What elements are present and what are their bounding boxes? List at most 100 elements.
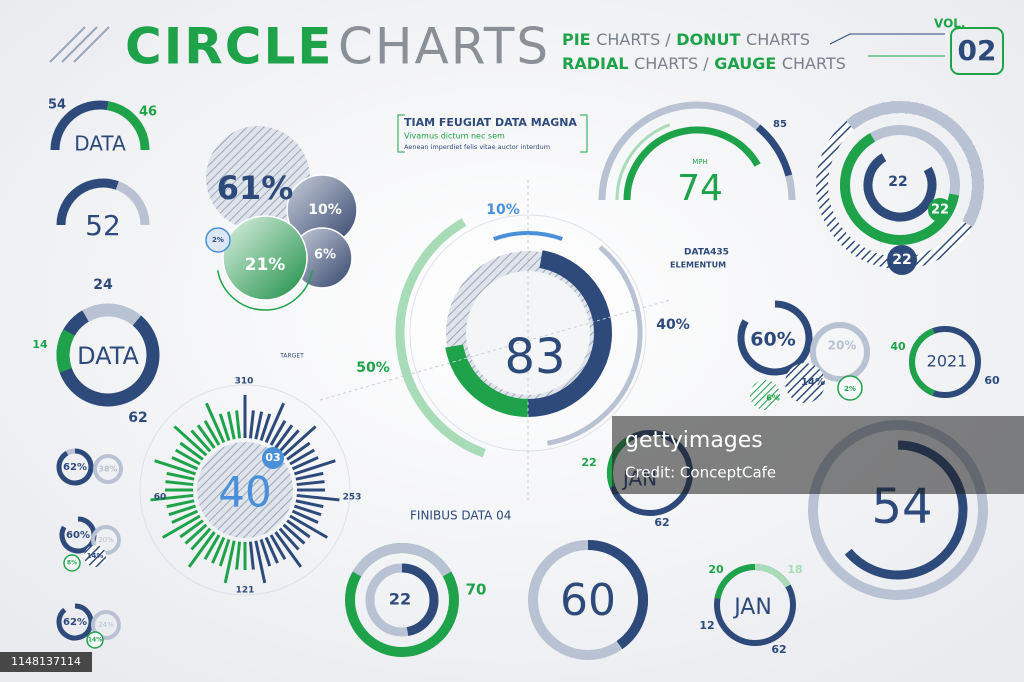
arc	[395, 218, 486, 458]
radial-spoke	[187, 531, 216, 568]
radial-spoke	[274, 531, 303, 568]
widget-label: 2%	[844, 385, 856, 393]
widget-label: 62	[771, 643, 786, 656]
disc	[262, 447, 284, 469]
arc	[737, 300, 813, 376]
radial-spoke	[295, 499, 324, 509]
widget-label: 74	[677, 168, 723, 209]
radial-spoke	[196, 424, 216, 449]
labels: 54 46 DATA 52 24 14 DATA 62 62% 38% 60% 20% 14% 8% 62%…	[32, 98, 1000, 657]
watermark: gettyimages Credit: ConceptCafe 11481371…	[0, 416, 1024, 672]
arc	[106, 101, 150, 151]
radial-spoke	[204, 402, 226, 444]
radial-spoke	[282, 425, 317, 457]
widget-label: 14%	[801, 377, 825, 388]
radial-spoke	[254, 411, 264, 440]
title-bold: CIRCLE	[125, 18, 334, 76]
radial-spoke	[289, 514, 329, 539]
widget-label: 10%	[308, 202, 342, 218]
widget-label: 60%	[66, 530, 90, 541]
arc	[56, 448, 94, 486]
arc	[714, 564, 756, 600]
widget-label: 22	[389, 590, 411, 609]
radial-spoke	[166, 499, 195, 509]
disc	[63, 554, 81, 572]
subtitle-part: CHARTS /	[596, 30, 671, 49]
watermark-credit: Credit: ConceptCafe	[625, 464, 776, 482]
header: CIRCLE CHARTS PIE CHARTS / DONUT CHARTS …	[49, 17, 1004, 76]
widget-label: TARGET	[279, 353, 304, 360]
callout-frame	[580, 114, 588, 153]
radial-spoke	[203, 534, 221, 561]
widget-label: Aenean imperdiet felis vitae auctor inte…	[404, 143, 550, 151]
radial-spoke	[190, 527, 212, 551]
radial-spoke	[286, 441, 311, 461]
widget-label: JAN	[732, 595, 772, 620]
subtitle-part: GAUGE	[714, 54, 776, 73]
arc	[587, 540, 648, 650]
widget-label: 22	[888, 174, 907, 190]
radial-spoke	[293, 504, 322, 517]
ring	[91, 610, 121, 640]
radial-spoke	[278, 429, 300, 453]
widget-label: 62	[654, 516, 669, 529]
radial-spoke	[174, 448, 201, 466]
radial-spoke	[291, 456, 319, 471]
arc	[846, 101, 984, 227]
radial-spoke	[248, 410, 255, 439]
radial-spoke	[218, 538, 231, 567]
radial-spoke	[286, 519, 311, 539]
arc	[56, 603, 94, 641]
radial-spoke	[293, 459, 336, 476]
ring	[93, 454, 123, 484]
widget-label: 2%	[212, 236, 224, 244]
widget-label: 85	[773, 119, 787, 130]
widget-label: 38%	[98, 465, 117, 474]
widget-label: Vivamus dictum nec sem	[404, 132, 505, 141]
widget-label: 2021	[927, 352, 968, 371]
widget-label: FINIBUS DATA 04	[410, 509, 511, 523]
widget-label: 40	[890, 340, 906, 353]
widget-label: 10%	[486, 202, 520, 218]
widget-label: ELEMENTUM	[670, 261, 726, 270]
widget-label: 83	[504, 329, 565, 385]
subtitle-part: PIE	[562, 30, 591, 49]
ring	[91, 525, 121, 555]
widget-label: 14%	[87, 552, 104, 560]
axis-line	[319, 299, 671, 401]
image-id: 1148137114	[11, 655, 81, 668]
widget-label: 61%	[217, 169, 294, 207]
widget-label: 70	[466, 581, 487, 599]
widget-label: 62%	[63, 462, 87, 473]
arc	[56, 178, 119, 226]
widget-label: 6%	[766, 394, 780, 403]
radial-spoke	[282, 523, 306, 545]
radial-spoke	[218, 413, 231, 442]
watermark-brand: gettyimages	[625, 428, 763, 453]
widget-label: 121	[236, 586, 255, 596]
radial-spoke	[184, 523, 208, 545]
widget-label: 60	[560, 575, 616, 626]
widget-label: 62%	[63, 617, 87, 628]
widget-label: 20%	[828, 339, 857, 353]
widget-label: 8%	[67, 560, 77, 567]
widget-label: 60	[154, 493, 167, 503]
subtitle-part: RADIAL	[562, 54, 629, 73]
widget-label: 24	[93, 277, 113, 293]
disc	[206, 126, 310, 230]
radial-spoke	[179, 519, 204, 539]
disc	[750, 380, 780, 410]
radial-spoke	[296, 480, 325, 487]
callout-frame	[397, 114, 405, 153]
radial-spoke	[259, 413, 272, 442]
radial-spoke	[259, 538, 272, 567]
radial-spoke	[269, 534, 287, 561]
widget-label: 310	[235, 377, 254, 387]
radial-spoke	[154, 459, 197, 476]
arc	[115, 181, 150, 226]
disc	[84, 545, 106, 567]
arc	[352, 543, 452, 577]
widget-label: 03	[265, 451, 280, 464]
vol-number: 02	[958, 34, 997, 67]
